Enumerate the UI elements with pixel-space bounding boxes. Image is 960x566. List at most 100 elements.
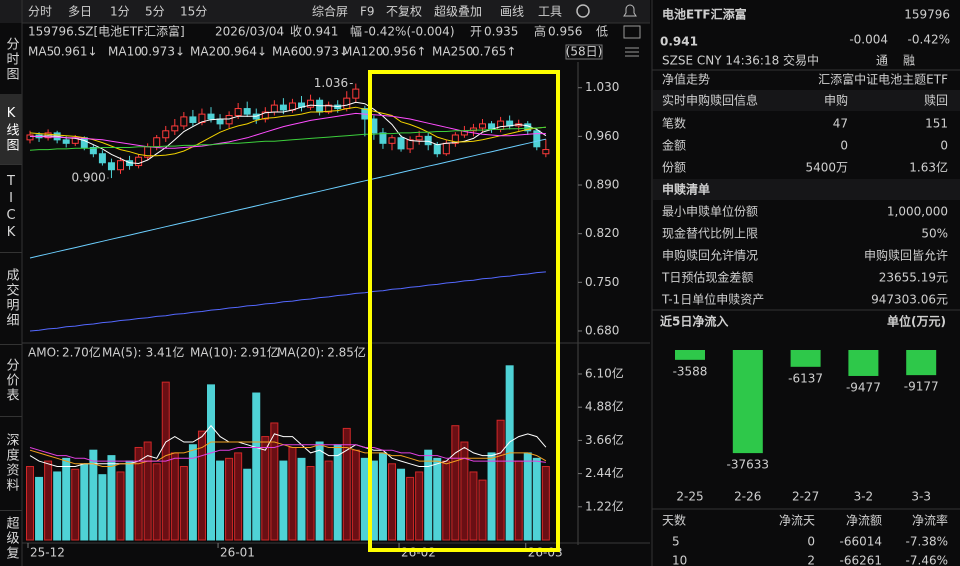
side-tab[interactable]: TICK <box>0 164 22 253</box>
info-change-label: 幅 <box>350 24 362 39</box>
toolbar-button[interactable]: 5分 <box>145 5 165 19</box>
annotation-label: 0.900 <box>71 171 105 185</box>
volume-bar <box>243 468 252 541</box>
volume-bar <box>188 444 197 541</box>
volume-bar <box>71 468 80 541</box>
toolbar-button[interactable]: 分时 <box>28 5 52 19</box>
inflow-bar <box>675 350 705 360</box>
side-tab[interactable]: 深度资料 <box>0 416 22 511</box>
volume-ma-line <box>29 441 547 467</box>
info-low-label: 低 <box>596 25 608 39</box>
settings-icon[interactable] <box>576 4 590 18</box>
inflow-value: -6137 <box>788 371 823 385</box>
table-cell: -66014 <box>839 535 882 549</box>
toolbar-button[interactable]: 15分 <box>180 5 207 19</box>
bell-icon[interactable] <box>623 4 637 17</box>
legend-name: MA5 <box>28 45 54 59</box>
section-title: 申赎清单 <box>662 182 710 197</box>
x-tick-label: 26-01 <box>220 546 255 560</box>
toolbar-button[interactable]: 画线 <box>500 5 524 19</box>
info-open: 0.935 <box>484 25 518 39</box>
candle-body <box>80 137 88 148</box>
y-tick-label: 2.44亿 <box>585 465 624 480</box>
inflow-bar <box>732 350 763 454</box>
volume-bar <box>478 479 487 541</box>
legend-name: MA20 <box>190 45 224 59</box>
toolbar-button[interactable]: 不复权 <box>386 5 422 19</box>
candle-body <box>153 137 161 148</box>
toolbar-button[interactable]: 超级叠加 <box>434 4 482 19</box>
row-value: 47 <box>833 117 848 131</box>
candle-body <box>198 113 206 123</box>
side-tab[interactable]: 分时图 <box>0 24 22 95</box>
security-name: 电池ETF汇添富 <box>662 7 747 22</box>
volume-bar <box>80 463 89 541</box>
candle-body <box>406 139 414 150</box>
volume-bar <box>62 457 71 541</box>
y-tick-label: 4.88亿 <box>585 399 624 414</box>
volume-bar <box>261 436 270 541</box>
inflow-value: -9177 <box>904 380 939 394</box>
legend-name: MA(5): <box>102 346 142 360</box>
candle-body <box>216 118 224 125</box>
ma-line <box>29 106 546 157</box>
y-tick-label: 1.030 <box>585 80 619 94</box>
side-tab[interactable]: 超级复 <box>0 510 22 566</box>
section-bg <box>653 179 960 200</box>
toolbar-button[interactable]: F9 <box>360 5 375 19</box>
toolbar-button[interactable]: 多日 <box>68 5 92 19</box>
candle-body <box>279 104 287 111</box>
side-tab[interactable]: K线图 <box>0 94 22 165</box>
volume-bar <box>288 446 297 541</box>
info-date: 2026/03/04 <box>215 25 284 39</box>
volume-bar <box>279 460 288 541</box>
volume-bar <box>469 471 478 541</box>
row-label: 金额 <box>662 138 686 153</box>
volume-bar <box>378 452 387 541</box>
volume-bar <box>451 425 460 541</box>
candle-body <box>479 123 486 129</box>
volume-bar <box>324 460 333 541</box>
volume-bar <box>315 441 324 541</box>
toolbar-button[interactable]: 1分 <box>110 5 130 19</box>
candle-body <box>189 116 197 123</box>
security-code: 159796 <box>904 8 950 22</box>
side-tab[interactable]: 分价表 <box>0 344 22 417</box>
candle-body <box>207 113 215 120</box>
legend-name: MA10 <box>108 45 142 59</box>
period-box <box>565 44 603 60</box>
table-cell: -7.46% <box>906 554 948 566</box>
candle-body <box>234 108 242 117</box>
row-label: 净值走势 <box>662 72 710 87</box>
volume-bar <box>216 460 225 541</box>
table-cell: -7.38% <box>906 535 948 549</box>
toolbar-button[interactable]: 综合屏 <box>312 4 348 19</box>
menu-icon[interactable] <box>625 47 639 57</box>
candle-body <box>397 137 405 150</box>
row-value: 0 <box>840 139 848 153</box>
candle-body <box>325 104 333 113</box>
row-label: T日预估现金差额 <box>661 270 753 285</box>
price-pct: -0.42% <box>908 33 950 47</box>
candle-body <box>343 97 351 110</box>
volume-bar <box>98 474 107 541</box>
table-cell: 0 <box>807 535 815 549</box>
volume-bar <box>424 449 433 541</box>
x-tick-label: 3-3 <box>911 490 931 504</box>
row-value: 151 <box>925 117 948 131</box>
volume-bar <box>225 457 234 541</box>
volume-bar <box>397 468 406 541</box>
candle-body <box>270 104 278 113</box>
row-label: 最小申赎单位份额 <box>662 204 758 219</box>
toolbar-button[interactable]: 工具 <box>538 5 562 19</box>
legend-value: 2.85亿 <box>327 345 366 360</box>
inflow-value: -9477 <box>846 380 881 394</box>
wp-icon[interactable] <box>623 25 641 39</box>
side-tab[interactable]: 成交明细 <box>0 252 22 345</box>
row-label: 申购赎回允许情况 <box>662 248 758 263</box>
volume-bar <box>35 476 44 541</box>
candle-body <box>497 120 505 130</box>
info-change: -0.42%(-0.004) <box>364 25 455 39</box>
row-value: 0 <box>940 139 948 153</box>
